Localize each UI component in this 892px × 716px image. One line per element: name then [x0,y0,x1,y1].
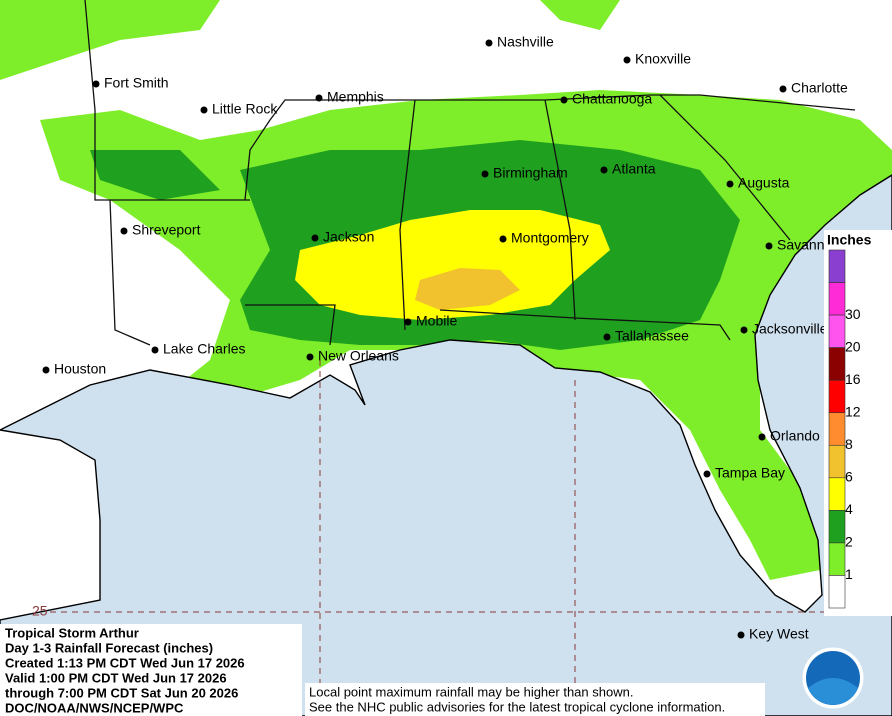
legend-tick-label: 20 [845,338,861,354]
notes: Local point maximum rainfall may be high… [309,684,725,714]
logo-wave [808,678,858,705]
city-label: Charlotte [791,80,848,96]
legend-swatch [828,249,846,283]
city-dot [315,94,323,102]
city-label: Houston [54,361,106,377]
legend-tick-label: 16 [845,371,861,387]
legend-title: Inches [827,232,872,248]
city-label: Lake Charles [163,341,246,357]
info-line: Tropical Storm Arthur [5,625,139,640]
rain-very-heavy [415,268,520,310]
city-dot [499,235,507,243]
city-dot [623,56,631,64]
noaa-logo [801,646,865,710]
city-dot [737,631,745,639]
note-box [305,683,765,716]
city-dot [200,106,208,114]
legend-swatch [828,542,846,576]
latitude-label: 25 [32,603,48,619]
legend-swatch [828,575,846,609]
info-line: through 7:00 PM CDT Sat Jun 20 2026 [5,685,238,700]
city-label: Montgomery [511,230,589,246]
city-label: Birmingham [493,165,568,181]
info-line: Created 1:13 PM CDT Wed Jun 17 2026 [5,655,245,670]
city-dot [779,85,787,93]
info-box [0,624,302,716]
legend-swatch [828,444,846,479]
city-dot [758,433,766,441]
city-label: Mobile [416,313,457,329]
legend-tick-label: 12 [845,403,861,419]
city-dot [311,234,319,242]
legend-swatch [828,314,846,348]
city-label: Tallahassee [615,328,689,344]
city-label: Shreveport [132,222,201,238]
gulf-water [0,174,892,716]
state-borders [84,0,856,346]
city-label: Orlando [770,428,820,444]
legend-tick-label: 1 [845,566,853,582]
city-dot [765,242,773,250]
city-dot [42,366,50,374]
city-dot [120,227,128,235]
city-label: Jackson [323,229,374,245]
city-label: Little Rock [212,101,278,117]
city-label: Augusta [738,175,790,191]
city-label: Jacksonville [752,321,828,337]
legend-swatch [828,282,846,316]
legend-tick-label: 6 [845,469,853,485]
note-line: Local point maximum rainfall may be high… [309,684,633,699]
note-line: See the NHC public advisories for the la… [309,699,725,714]
city-dot [481,170,489,178]
legend-swatch [828,347,846,381]
city-dot [600,166,608,174]
city-dot [151,346,159,354]
city-label: Memphis [327,89,384,105]
city-label: Atlanta [612,161,656,177]
city-label: Knoxville [635,51,691,67]
city-label: Key West [749,626,809,642]
legend-swatch [828,379,846,414]
city-label: New Orleans [318,348,399,364]
legend-tick-label: 8 [845,436,853,452]
legend-tick-label: 4 [845,501,853,517]
info-line: DOC/NOAA/NWS/NCEP/WPC [5,700,184,715]
city-dot [485,39,493,47]
city-label: Nashville [497,34,554,50]
legend-swatch [828,477,846,511]
legend-tick-label: 2 [845,534,853,550]
legend-swatch [828,412,846,446]
city-dot [404,318,412,326]
city-dot [560,96,568,104]
rain-heavy [295,210,610,320]
city-dot [726,180,734,188]
info-line: Day 1-3 Rainfall Forecast (inches) [5,640,213,655]
city-label: Fort Smith [104,75,169,91]
city-label: Chattanooga [572,91,652,107]
legend-tick-label: 30 [845,306,861,322]
city-dot [92,80,100,88]
city-dot [740,326,748,334]
city-dot [603,333,611,341]
city-dot [306,353,314,361]
info-line: Valid 1:00 PM CDT Wed Jun 17 2026 [5,670,227,685]
city-dot [703,470,711,478]
legend-swatch [828,510,846,544]
city-label: Tampa Bay [715,465,785,481]
